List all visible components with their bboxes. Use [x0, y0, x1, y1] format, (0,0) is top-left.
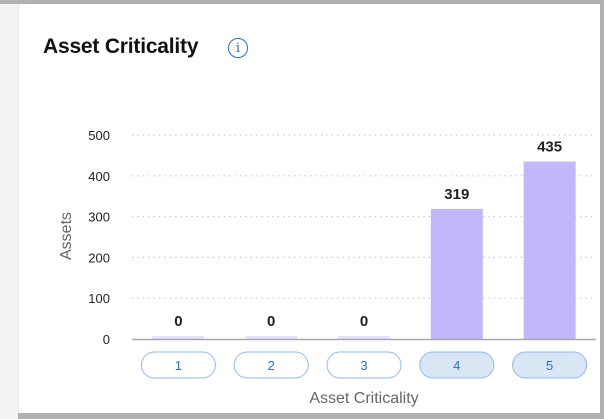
bar-value-label: 435	[537, 139, 562, 156]
category-button-4[interactable]	[419, 351, 495, 379]
bar-4	[430, 208, 483, 339]
y-tick-label: 500	[88, 128, 110, 143]
y-tick-label: 300	[88, 210, 110, 225]
bar-value-label: 0	[360, 313, 368, 330]
category-button-3[interactable]	[326, 351, 402, 379]
category-button-5[interactable]	[512, 351, 588, 379]
bar-2	[245, 336, 298, 339]
bar-1	[152, 336, 205, 339]
category-button-2[interactable]	[233, 351, 309, 379]
category-button-1[interactable]	[140, 351, 216, 379]
y-tick-label: 200	[88, 250, 110, 265]
category-button-label[interactable]: 5	[546, 358, 553, 373]
category-button-label[interactable]: 4	[453, 358, 460, 373]
category-button-label[interactable]: 3	[360, 358, 367, 373]
category-button-label[interactable]: 1	[175, 358, 182, 373]
bar-value-label: 319	[444, 186, 469, 203]
y-axis-title: Assets	[58, 212, 75, 260]
bar-value-label: 0	[174, 313, 182, 330]
bar-value-label: 0	[267, 313, 275, 330]
x-axis-title: Asset Criticality	[309, 390, 418, 407]
y-tick-label: 100	[88, 291, 110, 306]
y-tick-label: 400	[88, 169, 110, 184]
y-tick-label: 0	[103, 332, 110, 347]
bar-5	[523, 161, 576, 339]
info-icon[interactable]: i	[228, 38, 248, 58]
category-button-label[interactable]: 2	[268, 358, 275, 373]
bar-3	[338, 336, 390, 339]
page-background	[0, 4, 18, 419]
card-title: Asset Criticality	[43, 35, 199, 58]
asset-criticality-card: Asset Criticality i	[18, 4, 600, 413]
